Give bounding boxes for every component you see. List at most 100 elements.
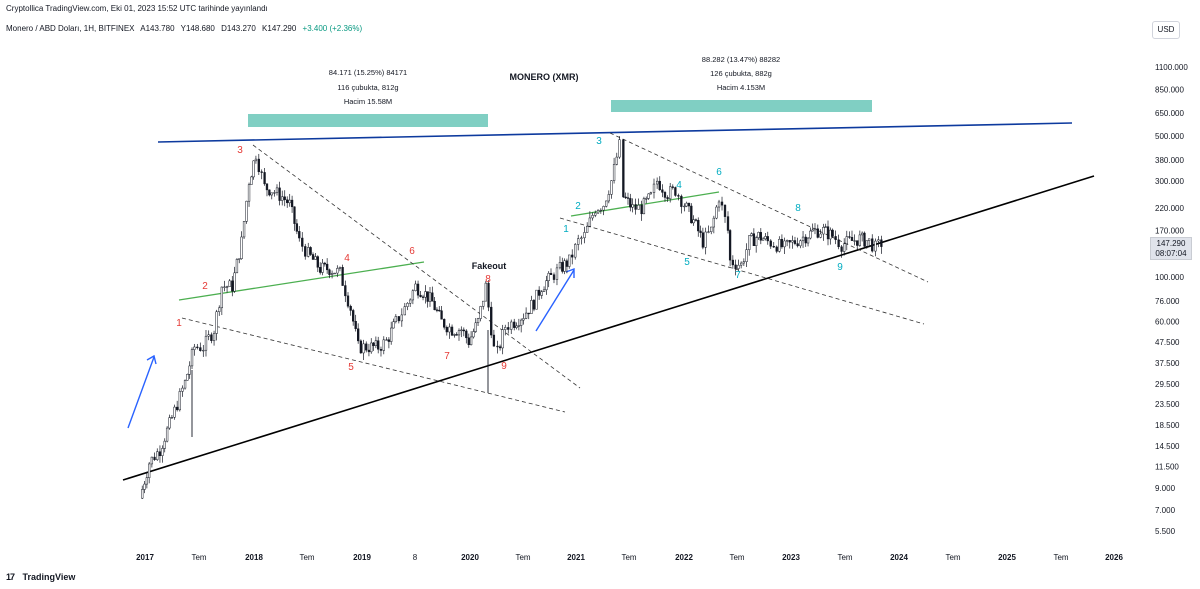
measure-left-volume: Hacim 15.58M <box>344 97 392 106</box>
candle-body <box>338 267 342 269</box>
candle-body <box>319 267 322 273</box>
y-tick-label: 60.000 <box>1155 318 1180 327</box>
candle-body <box>685 202 688 207</box>
candle-body <box>811 229 814 232</box>
candle-body <box>202 349 205 352</box>
candle-body <box>281 196 284 201</box>
x-tick-label: 2017 <box>136 553 154 562</box>
candle-body <box>831 229 834 237</box>
candle-body <box>387 339 391 342</box>
candle-body <box>453 334 456 336</box>
candle-body <box>513 321 516 328</box>
candle-body <box>631 204 634 208</box>
candle-body <box>640 204 643 215</box>
candle-body <box>165 427 169 442</box>
candle-body <box>671 186 674 188</box>
candle-body <box>275 187 279 193</box>
candle-body <box>252 160 255 178</box>
x-tick-label: 2020 <box>461 553 479 562</box>
candle-body <box>290 199 294 208</box>
x-tick-label: Tem <box>837 553 852 562</box>
candle-body <box>357 328 360 342</box>
candle-body <box>225 286 229 288</box>
candle-body <box>336 268 339 274</box>
candle-body <box>801 236 805 242</box>
candle-body <box>183 380 187 389</box>
candle-body <box>863 232 866 247</box>
candle-body <box>163 440 166 449</box>
price-series <box>141 136 883 499</box>
candle-body <box>455 334 458 336</box>
resistance-trendline <box>157 122 1073 143</box>
wave-label-red: 9 <box>501 361 507 372</box>
candle-body <box>482 300 485 307</box>
wave-label-red: 8 <box>485 274 491 285</box>
wave-label-red: 1 <box>176 318 182 329</box>
candle-body <box>295 223 299 232</box>
candle-body <box>683 205 686 208</box>
candle-body <box>421 296 425 298</box>
y-tick-label: 220.000 <box>1155 204 1184 213</box>
candle-body <box>877 239 880 242</box>
candle-body <box>766 236 769 242</box>
candle-body <box>783 240 786 248</box>
candle-body <box>583 232 586 239</box>
candle-body <box>394 316 397 322</box>
candle-body <box>377 340 380 350</box>
tradingview-brand[interactable]: 17 TradingView <box>6 572 75 582</box>
candle-body <box>431 292 434 302</box>
candle-body <box>173 406 176 418</box>
candle-body <box>414 283 417 292</box>
y-tick-label: 14.500 <box>1155 442 1180 451</box>
y-tick-label: 18.500 <box>1155 421 1180 430</box>
candle-body <box>690 205 693 224</box>
candle-body <box>273 192 276 194</box>
candle-body <box>715 206 718 219</box>
candle-body <box>397 316 400 322</box>
candle-body <box>465 330 468 339</box>
candle-body <box>328 269 331 275</box>
wave-label-teal: 1 <box>563 224 569 235</box>
candle-body <box>834 236 837 241</box>
candle-body <box>750 233 753 236</box>
candle-body <box>740 262 743 266</box>
candle-body <box>490 306 493 336</box>
y-tick-label: 9.000 <box>1155 484 1176 493</box>
candle-body <box>207 334 210 337</box>
candle-body <box>588 217 592 227</box>
x-tick-label: 2023 <box>782 553 800 562</box>
candle-body <box>642 198 646 215</box>
wave-label-red: 3 <box>237 145 243 156</box>
y-tick-label: 11.500 <box>1155 462 1179 471</box>
candle-body <box>433 300 436 311</box>
candle-body <box>717 201 721 208</box>
candle-body <box>858 234 861 246</box>
candle-body <box>288 199 291 204</box>
candle-body <box>634 204 637 210</box>
candle-body <box>250 176 253 185</box>
candle-body <box>710 226 713 232</box>
candle-body <box>504 327 507 330</box>
candle-body <box>647 193 650 199</box>
candle-body <box>615 156 618 165</box>
x-tick-label: 2024 <box>890 553 908 562</box>
candle-body <box>510 321 513 330</box>
candle-body <box>507 327 510 330</box>
candle-body <box>663 192 667 198</box>
candle-body <box>365 343 368 351</box>
symbol-name: Monero / ABD Doları, 1H, BITFINEX <box>6 24 135 33</box>
candle-body <box>145 477 149 485</box>
x-tick-label: 8 <box>413 553 418 562</box>
candle-body <box>298 231 301 239</box>
x-tick-label: 2026 <box>1105 553 1123 562</box>
arrowhead-right-icon <box>565 267 575 278</box>
currency-button[interactable]: USD <box>1152 21 1180 39</box>
measure-left-bars: 116 çubukta, 812g <box>337 83 398 92</box>
candle-body <box>871 238 874 252</box>
symbol-legend: Monero / ABD Doları, 1H, BITFINEX A143.7… <box>6 24 366 33</box>
x-axis: 2017 Tem 2018 Tem 2019 8 2020 Tem 2021 Tem 2022 Tem… <box>136 553 1123 562</box>
candle-body <box>568 254 571 267</box>
candle-body <box>325 263 329 271</box>
candle-body <box>624 196 627 199</box>
